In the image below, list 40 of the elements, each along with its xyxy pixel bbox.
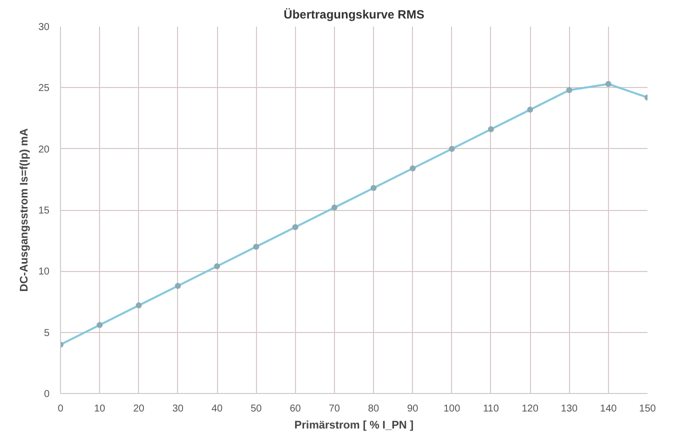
x-tick-label: 100 bbox=[443, 404, 461, 414]
y-tick-label: 30 bbox=[38, 22, 50, 33]
point bbox=[253, 244, 260, 250]
point bbox=[214, 263, 220, 270]
x-tick-label: 150 bbox=[639, 404, 656, 414]
x-tick-label: 70 bbox=[328, 404, 340, 414]
x-tick-label: 120 bbox=[522, 404, 539, 414]
point bbox=[605, 81, 612, 87]
x-tick-label: 20 bbox=[133, 404, 145, 414]
point bbox=[527, 106, 534, 113]
point bbox=[331, 204, 338, 211]
point bbox=[292, 224, 298, 230]
point bbox=[488, 126, 494, 132]
point bbox=[370, 184, 377, 191]
y-tick-label: 5 bbox=[44, 328, 50, 339]
x-tick-label: 140 bbox=[600, 404, 618, 414]
y-tick-label: 10 bbox=[38, 266, 50, 278]
x-tick-label: 130 bbox=[560, 404, 578, 414]
point bbox=[410, 165, 416, 172]
x-tick-label: 80 bbox=[368, 404, 380, 414]
chart-title: Übertragungskurve RMS bbox=[284, 8, 424, 22]
x-tick-label: 40 bbox=[211, 404, 224, 414]
point bbox=[136, 302, 142, 308]
point bbox=[96, 322, 103, 328]
x-tick-label: 50 bbox=[250, 404, 262, 414]
x-tick-label: 0 bbox=[58, 404, 64, 414]
y-axis-title: DC-Ausgangsstrom Is=f(Ip) mA bbox=[18, 128, 30, 292]
x-tick-label: 30 bbox=[172, 404, 184, 414]
x-tick-label: 90 bbox=[407, 404, 419, 414]
x-tick-label: 110 bbox=[482, 404, 500, 414]
y-tick-label: 20 bbox=[38, 144, 50, 156]
point bbox=[566, 87, 572, 94]
y-tick-label: 25 bbox=[38, 83, 50, 94]
y-tick-label: 15 bbox=[38, 206, 50, 216]
point bbox=[174, 282, 181, 289]
point bbox=[448, 146, 455, 152]
x-tick-label: 60 bbox=[290, 404, 302, 414]
y-tick-label: 0 bbox=[44, 389, 50, 400]
x-axis-title: Primärstrom [ % I_PN ] bbox=[294, 420, 414, 432]
x-tick-label: 10 bbox=[94, 404, 106, 414]
